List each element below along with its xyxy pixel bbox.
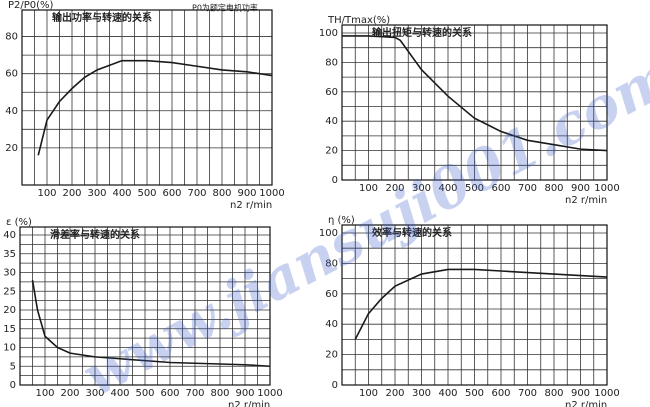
x-tick-label: 400 — [438, 388, 457, 399]
plot-frame — [21, 9, 273, 186]
y-tick-label: 0 — [332, 380, 338, 391]
axis-title-x: n2 r/min — [230, 200, 272, 211]
x-tick-label: 100 — [35, 388, 54, 399]
x-tick-label: 800 — [210, 388, 229, 399]
y-tick-label: 15 — [3, 324, 16, 335]
y-tick-label: 80 — [325, 57, 338, 68]
x-tick-label: 500 — [465, 388, 484, 399]
axis-title-x: n2 r/min — [228, 400, 270, 407]
axis-title-y: TH/Tmax(%) — [327, 15, 390, 26]
x-tick-label: 900 — [237, 188, 256, 199]
axis-title-y: ε (%) — [6, 217, 32, 228]
x-tick-label: 600 — [160, 388, 179, 399]
chart-note: P0为额定电机功率 — [192, 3, 258, 13]
x-tick-label: 200 — [385, 183, 404, 194]
curve — [31, 279, 271, 368]
y-tick-label: 10 — [3, 343, 16, 354]
x-tick-label: 700 — [187, 188, 206, 199]
y-tick-label: 40 — [3, 230, 16, 241]
x-tick-label: 300 — [85, 388, 104, 399]
x-tick-label: 300 — [87, 188, 106, 199]
x-tick-label: 700 — [518, 388, 537, 399]
x-tick-label: 900 — [571, 183, 590, 194]
x-tick-label: 300 — [412, 388, 431, 399]
y-tick-label: 20 — [5, 143, 18, 154]
y-tick-label: 60 — [5, 69, 18, 80]
x-tick-label: 700 — [518, 183, 537, 194]
axis-title-x: n2 r/min — [565, 195, 607, 206]
x-tick-label: 100 — [359, 183, 378, 194]
axis-title-x: n2 r/min — [565, 400, 607, 407]
y-tick-label: 40 — [5, 106, 18, 117]
y-tick-label: 20 — [325, 350, 338, 361]
x-tick-label: 500 — [465, 183, 484, 194]
y-tick-label: 30 — [3, 268, 16, 279]
x-tick-label: 1000 — [259, 188, 284, 199]
x-tick-label: 100 — [359, 388, 378, 399]
plot-frame — [19, 226, 271, 386]
y-tick-label: 100 — [319, 28, 338, 39]
x-tick-label: 900 — [571, 388, 590, 399]
curve — [354, 268, 608, 340]
chart-title: 输出功率与转速的关系 — [52, 11, 152, 24]
x-tick-label: 200 — [385, 388, 404, 399]
x-tick-label: 800 — [544, 183, 563, 194]
x-tick-label: 300 — [412, 183, 431, 194]
y-tick-label: 80 — [5, 32, 18, 43]
x-tick-label: 200 — [62, 188, 81, 199]
x-tick-label: 600 — [491, 183, 510, 194]
curve — [37, 59, 273, 156]
y-tick-label: 20 — [325, 146, 338, 157]
x-tick-label: 900 — [235, 388, 254, 399]
x-tick-label: 800 — [544, 388, 563, 399]
y-tick-label: 0 — [10, 380, 16, 391]
x-tick-label: 400 — [110, 388, 129, 399]
x-tick-label: 500 — [135, 388, 154, 399]
y-tick-label: 40 — [325, 116, 338, 127]
y-tick-label: 60 — [325, 289, 338, 300]
axis-title-y: η (%) — [328, 215, 355, 226]
x-tick-label: 600 — [162, 188, 181, 199]
chart-title: 滑差率与转速的关系 — [50, 228, 140, 241]
y-tick-label: 80 — [325, 258, 338, 269]
x-tick-label: 400 — [438, 183, 457, 194]
y-tick-label: 40 — [325, 319, 338, 330]
plot-frame — [341, 24, 608, 181]
x-tick-label: 700 — [185, 388, 204, 399]
chart-title: 效率与转速的关系 — [372, 226, 452, 239]
y-tick-label: 0 — [332, 175, 338, 186]
y-tick-label: 100 — [319, 228, 338, 239]
y-tick-label: 35 — [3, 249, 16, 260]
plot-frame — [341, 224, 608, 386]
x-tick-label: 400 — [112, 188, 131, 199]
x-tick-label: 1000 — [594, 388, 619, 399]
x-tick-label: 600 — [491, 388, 510, 399]
y-tick-label: 5 — [10, 361, 16, 372]
x-tick-label: 1000 — [594, 183, 619, 194]
axis-title-y: P2/P0(%) — [8, 0, 54, 11]
curve — [342, 35, 608, 152]
x-tick-label: 100 — [37, 188, 56, 199]
y-tick-label: 25 — [3, 286, 16, 297]
x-tick-label: 800 — [212, 188, 231, 199]
x-tick-label: 1000 — [257, 388, 282, 399]
y-tick-label: 60 — [325, 87, 338, 98]
y-tick-label: 20 — [3, 305, 16, 316]
chart-title: 输出扭矩与转速的关系 — [372, 26, 472, 39]
x-tick-label: 200 — [60, 388, 79, 399]
x-tick-label: 500 — [137, 188, 156, 199]
